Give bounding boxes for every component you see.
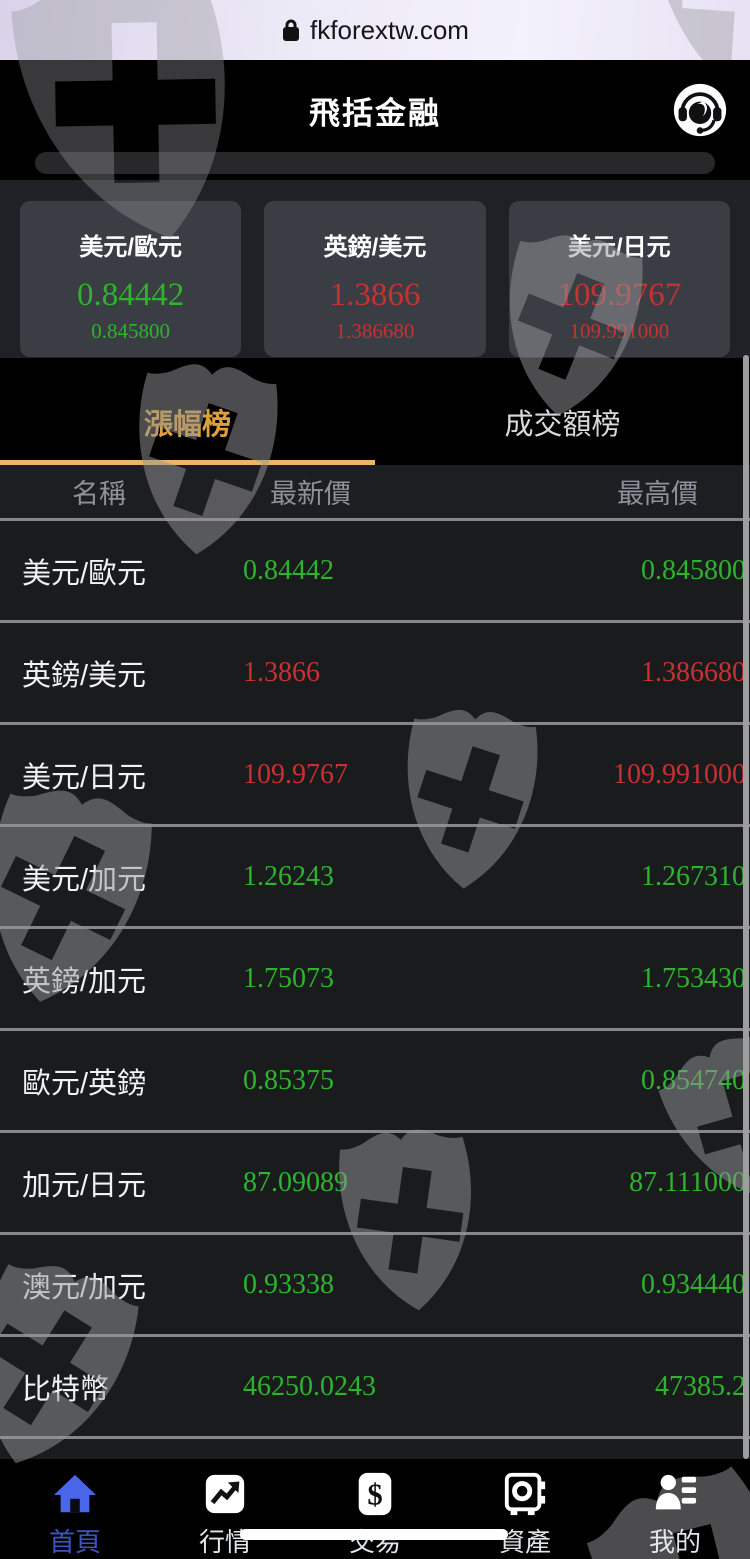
row-last-price: 0.93338 xyxy=(243,1268,334,1300)
row-high-price: 87.111000 xyxy=(629,1166,746,1198)
nav-label: 首頁 xyxy=(48,1527,101,1557)
row-high-price: 1.267310 xyxy=(641,860,746,892)
table-row[interactable]: 英鎊/美元 1.3866 1.386680 xyxy=(0,620,750,722)
row-last-price: 1.3866 xyxy=(243,656,320,688)
nav-item-profile[interactable]: 我的 xyxy=(600,1459,750,1559)
bottom-nav: 首頁 行情 $ 交易 xyxy=(0,1459,750,1559)
ticker-pair: 英鎊/美元 xyxy=(323,234,427,261)
tab-gainers[interactable]: 漲幅榜 xyxy=(143,408,231,441)
row-high-price: 47385.2 xyxy=(655,1370,746,1402)
svg-text:$: $ xyxy=(367,1478,382,1512)
quotes-table-body: 美元/歐元 0.84442 0.845800 英鎊/美元 1.3866 1.38… xyxy=(0,518,750,1436)
row-last-price: 1.75073 xyxy=(243,962,334,994)
col-header-name: 名稱 xyxy=(72,479,126,509)
ranking-tabs: 漲幅榜 成交額榜 xyxy=(0,358,750,465)
page-title: 飛括金融 xyxy=(309,96,441,131)
row-high-price: 0.854740 xyxy=(641,1064,746,1096)
row-last-price: 109.9767 xyxy=(243,758,348,790)
table-row[interactable]: 加元/日元 87.09089 87.111000 xyxy=(0,1130,750,1232)
scrollbar[interactable] xyxy=(743,355,749,1459)
ticker-price: 109.9767 xyxy=(557,277,682,313)
table-row[interactable]: 英鎊/加元 1.75073 1.753430 xyxy=(0,926,750,1028)
app-header: 飛括金融 xyxy=(0,60,750,180)
ticker-pair: 美元/歐元 xyxy=(79,234,182,261)
row-pair-name: 英鎊/加元 xyxy=(22,965,147,998)
row-last-price: 1.26243 xyxy=(243,860,334,892)
ticker-card-gbpusd[interactable]: 英鎊/美元 1.3866 1.386680 xyxy=(264,201,486,357)
ticker-sub-price: 109.991000 xyxy=(569,319,670,344)
ticker-price: 0.84442 xyxy=(77,277,185,313)
nav-label: 行情 xyxy=(198,1527,251,1557)
row-pair-name: 美元/歐元 xyxy=(22,557,147,590)
ticker-pair: 美元/日元 xyxy=(567,234,671,261)
profile-icon xyxy=(655,1474,697,1510)
ticker-card-usdeur[interactable]: 美元/歐元 0.84442 0.845800 xyxy=(20,201,242,357)
row-high-price: 1.753430 xyxy=(641,962,746,994)
row-last-price: 0.84442 xyxy=(243,554,334,586)
row-last-price: 46250.0243 xyxy=(243,1370,376,1402)
ticker-card-usdjpy[interactable]: 美元/日元 109.9767 109.991000 xyxy=(508,201,730,357)
ticker-price: 1.3866 xyxy=(329,277,421,313)
col-header-high: 最高價 xyxy=(617,479,698,509)
trade-dollar-icon: $ xyxy=(358,1472,392,1516)
url-text: fkforextw.com xyxy=(310,14,469,45)
row-high-price: 109.991000 xyxy=(613,758,746,790)
nav-item-home[interactable]: 首頁 xyxy=(0,1459,150,1559)
ticker-cards: 美元/歐元 0.84442 0.845800 英鎊/美元 1.3866 1.38… xyxy=(0,180,750,358)
table-row[interactable]: 美元/日元 109.9767 109.991000 xyxy=(0,722,750,824)
market-chart-icon xyxy=(205,1474,245,1514)
row-high-price: 0.845800 xyxy=(641,554,746,586)
nav-item-markets[interactable]: 行情 xyxy=(150,1459,300,1559)
home-icon xyxy=(53,1474,97,1513)
nav-label: 我的 xyxy=(648,1527,701,1557)
row-high-price: 0.934440 xyxy=(641,1268,746,1300)
browser-url-bar[interactable]: fkforextw.com xyxy=(0,0,750,60)
lock-icon xyxy=(283,19,300,41)
row-pair-name: 英鎊/美元 xyxy=(22,659,147,692)
row-last-price: 87.09089 xyxy=(243,1166,348,1198)
table-row[interactable]: 美元/歐元 0.84442 0.845800 xyxy=(0,518,750,620)
nav-item-assets[interactable]: 資產 xyxy=(450,1459,600,1559)
table-row[interactable]: 比特幣 46250.0243 47385.2 xyxy=(0,1334,750,1436)
home-indicator[interactable] xyxy=(240,1529,508,1540)
table-header: 名稱 最新價 最高價 xyxy=(0,465,750,518)
row-pair-name: 美元/加元 xyxy=(22,863,147,896)
ticker-sub-price: 1.386680 xyxy=(335,319,415,344)
banner-strip xyxy=(35,152,715,174)
tab-turnover[interactable]: 成交額榜 xyxy=(504,408,621,441)
table-bottom-gap xyxy=(0,1436,750,1459)
row-pair-name: 比特幣 xyxy=(22,1373,110,1406)
row-last-price: 0.85375 xyxy=(243,1064,334,1096)
table-row[interactable]: 歐元/英鎊 0.85375 0.854740 xyxy=(0,1028,750,1130)
row-high-price: 1.386680 xyxy=(641,656,746,688)
row-pair-name: 歐元/英鎊 xyxy=(22,1067,147,1100)
assets-safe-icon xyxy=(504,1472,546,1516)
col-header-last: 最新價 xyxy=(270,479,351,509)
watermark-shield-icon xyxy=(618,0,750,60)
table-row[interactable]: 澳元/加元 0.93338 0.934440 xyxy=(0,1232,750,1334)
active-tab-underline xyxy=(0,460,375,465)
customer-service-icon[interactable] xyxy=(672,82,728,138)
nav-item-trade[interactable]: $ 交易 xyxy=(300,1459,450,1559)
row-pair-name: 加元/日元 xyxy=(22,1169,147,1202)
nav-label: 交易 xyxy=(348,1527,401,1557)
nav-label: 資產 xyxy=(498,1527,551,1557)
row-pair-name: 澳元/加元 xyxy=(22,1271,147,1304)
row-pair-name: 美元/日元 xyxy=(22,761,147,794)
table-row[interactable]: 美元/加元 1.26243 1.267310 xyxy=(0,824,750,926)
ticker-sub-price: 0.845800 xyxy=(91,319,171,344)
